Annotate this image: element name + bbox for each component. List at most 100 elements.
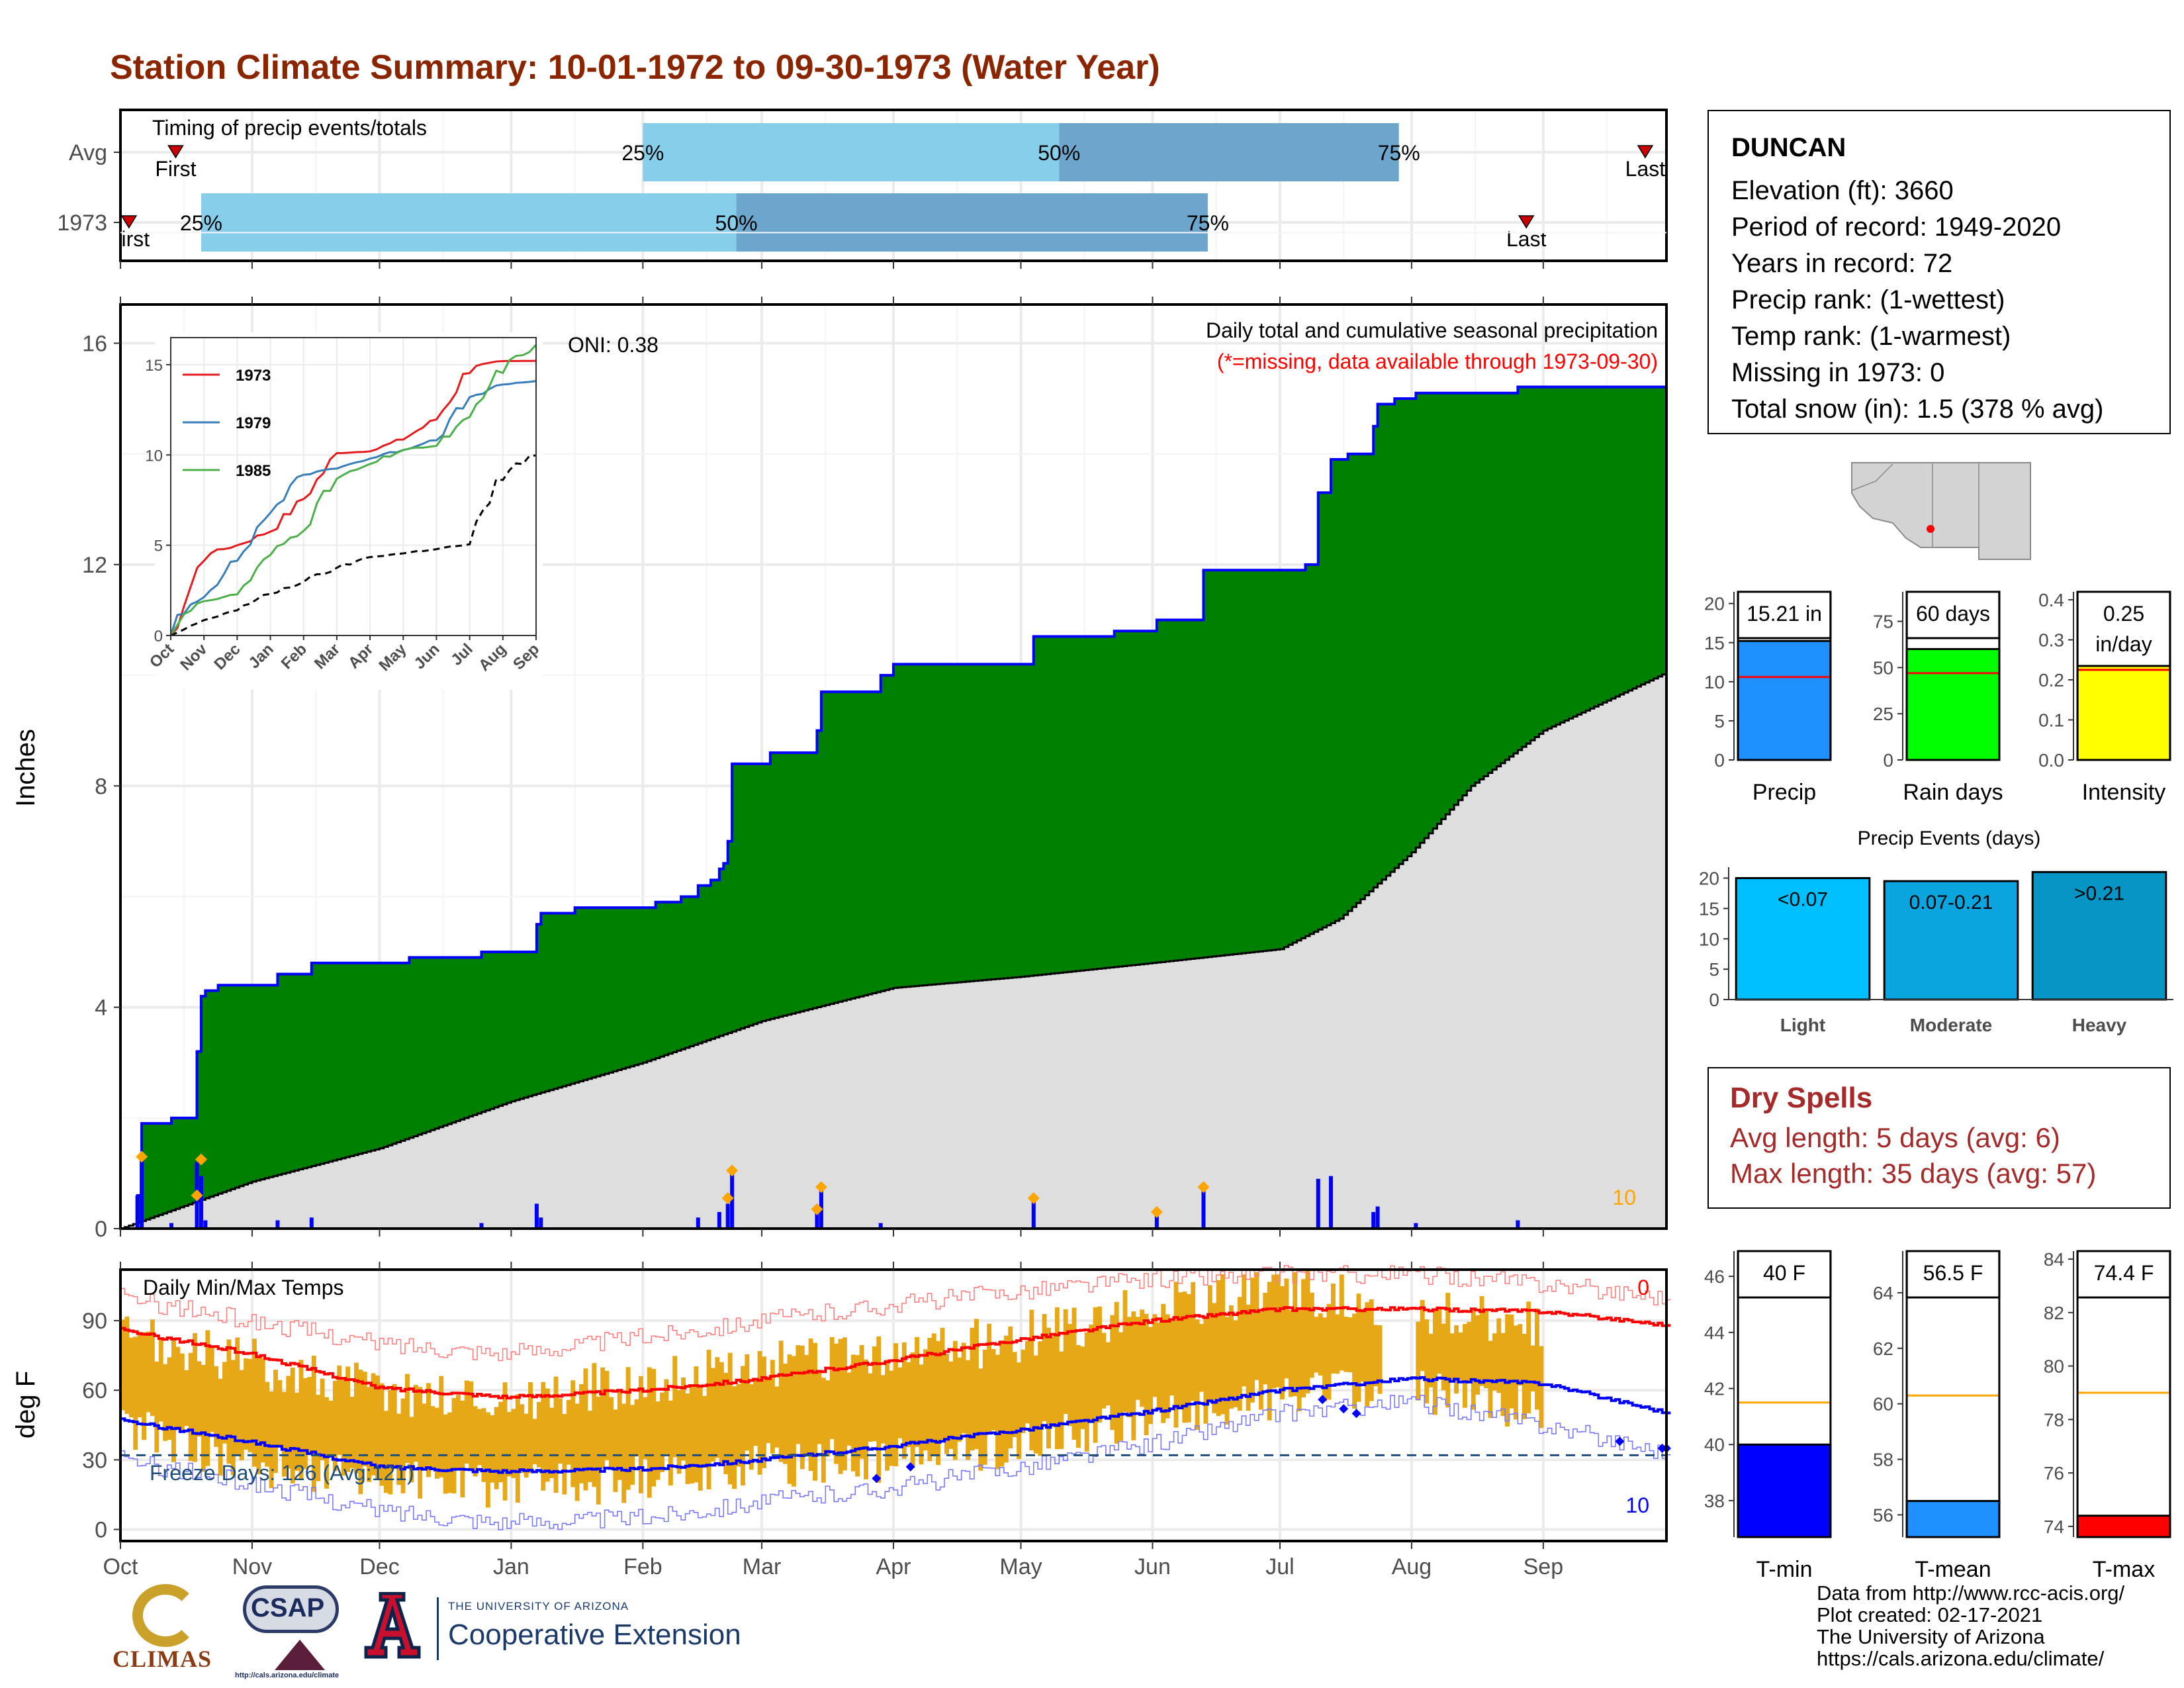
record-low-marker bbox=[872, 1474, 882, 1483]
daily-temp-bar bbox=[711, 1368, 715, 1462]
average-cumulative-area bbox=[120, 672, 1668, 1230]
inset-y-tick-label: 5 bbox=[154, 538, 163, 555]
daily-temp-bar bbox=[218, 1378, 223, 1476]
inset-average-line bbox=[170, 454, 537, 637]
inset-legend-label: 1979 bbox=[236, 414, 271, 432]
csap-logo: CSAP http://cals.arizona.edu/climate bbox=[235, 1579, 347, 1679]
t-mean-title: T-mean bbox=[1915, 1557, 1991, 1582]
daily-temp-bar bbox=[1101, 1333, 1107, 1409]
timing-q25-label: 25% bbox=[180, 211, 222, 235]
precip-total-value-label: 15.21 in bbox=[1747, 602, 1822, 626]
daily-temp-bar bbox=[940, 1327, 945, 1440]
daily-temp-bar bbox=[647, 1367, 652, 1498]
daily-temp-bar bbox=[1114, 1301, 1119, 1444]
climas-wordmark: CLIMAS bbox=[113, 1646, 212, 1672]
precip-y-tick-label: 12 bbox=[82, 553, 107, 578]
daily-temp-bar bbox=[821, 1378, 826, 1483]
daily-precip-bar bbox=[1375, 1206, 1380, 1229]
daily-temp-bar bbox=[1059, 1351, 1064, 1450]
daily-temp-bar bbox=[1054, 1307, 1060, 1450]
daily-temp-bar bbox=[536, 1401, 541, 1468]
daily-temp-bar bbox=[651, 1368, 657, 1487]
daily-temp-bar bbox=[1084, 1332, 1089, 1452]
daily-temp-bar bbox=[214, 1366, 219, 1447]
daily-temp-bar bbox=[621, 1403, 627, 1503]
daily-temp-bar bbox=[332, 1381, 338, 1472]
rain-days-outline bbox=[1905, 590, 2001, 761]
daily-temp-bar bbox=[1063, 1309, 1068, 1415]
daily-temp-bar bbox=[1093, 1307, 1098, 1443]
daily-precip-bar bbox=[169, 1223, 174, 1229]
daily-temp-bar bbox=[1237, 1297, 1242, 1411]
daily-temp-bar bbox=[927, 1338, 933, 1462]
daily-temp-bar bbox=[604, 1370, 610, 1460]
t-min-value-label: 40 F bbox=[1763, 1261, 1805, 1285]
precip-events-bar-label: 0.07-0.21 bbox=[1909, 892, 1993, 914]
daily-temp-bar bbox=[1024, 1340, 1030, 1424]
daily-temp-bar bbox=[1233, 1320, 1238, 1407]
timing-title: Timing of precip events/totals bbox=[152, 116, 427, 140]
daily-temp-bar bbox=[1347, 1317, 1353, 1373]
daily-temp-bar bbox=[855, 1355, 860, 1477]
daily-temp-bar bbox=[447, 1412, 453, 1493]
daily-temp-bar bbox=[625, 1367, 631, 1490]
t-min-title: T-min bbox=[1756, 1557, 1813, 1582]
precip-y-tick-label: 16 bbox=[82, 332, 107, 357]
daily-temp-bar bbox=[1050, 1336, 1056, 1427]
month-tick-label: Mar bbox=[743, 1554, 782, 1579]
daily-temp-bar bbox=[409, 1417, 414, 1483]
daily-temp-bar bbox=[507, 1411, 512, 1477]
daily-temp-bar bbox=[915, 1336, 920, 1447]
logo-strip: CLIMAS CSAP http://cals.arizona.edu/clim… bbox=[106, 1579, 741, 1681]
daily-temp-bar bbox=[1518, 1324, 1523, 1386]
daily-temp-bar bbox=[660, 1392, 664, 1472]
rain-days-y-tick-label: 25 bbox=[1873, 704, 1893, 724]
ua-divider bbox=[437, 1597, 439, 1660]
daily-temp-bar bbox=[120, 1319, 125, 1411]
month-tick-label: May bbox=[999, 1554, 1042, 1579]
daily-temp-bar bbox=[307, 1377, 312, 1455]
daily-temp-bar bbox=[260, 1358, 265, 1463]
daily-precip-bar bbox=[1154, 1215, 1159, 1229]
inset-series-1985 bbox=[169, 344, 537, 636]
daily-temp-bar bbox=[970, 1327, 975, 1451]
rain-days-y-tick-label: 75 bbox=[1873, 612, 1893, 632]
rain-days-value-label: 60 days bbox=[1916, 602, 1990, 626]
inset-legend-label: 1973 bbox=[236, 367, 271, 385]
daily-temp-bar bbox=[1428, 1333, 1433, 1387]
daily-temp-bar bbox=[1360, 1309, 1365, 1382]
inset-legend-label: 1985 bbox=[236, 462, 271, 480]
t-max-y-tick-label: 74 bbox=[2044, 1517, 2064, 1537]
daily-temp-bar bbox=[948, 1361, 954, 1449]
daily-temp-bar bbox=[1038, 1341, 1043, 1456]
timing-last-label: Last bbox=[1625, 157, 1666, 181]
daily-temp-bar bbox=[349, 1396, 355, 1468]
daily-temp-bar bbox=[681, 1377, 686, 1461]
daily-temp-bar bbox=[455, 1395, 461, 1469]
daily-temp-bar bbox=[375, 1375, 380, 1481]
daily-temp-bar bbox=[383, 1411, 388, 1493]
daily-temp-bar bbox=[868, 1373, 873, 1442]
daily-temp-bar bbox=[966, 1360, 971, 1460]
daily-temp-bar bbox=[1173, 1282, 1179, 1428]
t-min-y-tick-label: 46 bbox=[1704, 1266, 1725, 1287]
intensity-y-tick-label: 0.1 bbox=[2038, 710, 2064, 731]
daily-temp-bar bbox=[226, 1339, 232, 1464]
timing-first-marker bbox=[120, 215, 138, 229]
daily-temp-bar bbox=[523, 1413, 529, 1478]
daily-temp-bar bbox=[1449, 1333, 1455, 1380]
daily-temp-bar bbox=[362, 1372, 367, 1466]
daily-precip-bar bbox=[135, 1195, 140, 1229]
daily-temp-bar bbox=[558, 1398, 563, 1464]
daily-temp-bar bbox=[727, 1352, 733, 1485]
daily-temp-bar bbox=[1110, 1315, 1115, 1430]
daily-temp-bar bbox=[842, 1337, 847, 1471]
daily-temp-bar bbox=[1500, 1333, 1506, 1417]
daily-temp-bar bbox=[1246, 1304, 1251, 1411]
daily-temp-bar bbox=[723, 1372, 729, 1474]
daily-temp-bar bbox=[1492, 1333, 1497, 1391]
t-mean-value-label: 56.5 F bbox=[1923, 1261, 1983, 1285]
record-low-marker bbox=[905, 1462, 915, 1472]
daily-temp-bar bbox=[1003, 1335, 1009, 1463]
